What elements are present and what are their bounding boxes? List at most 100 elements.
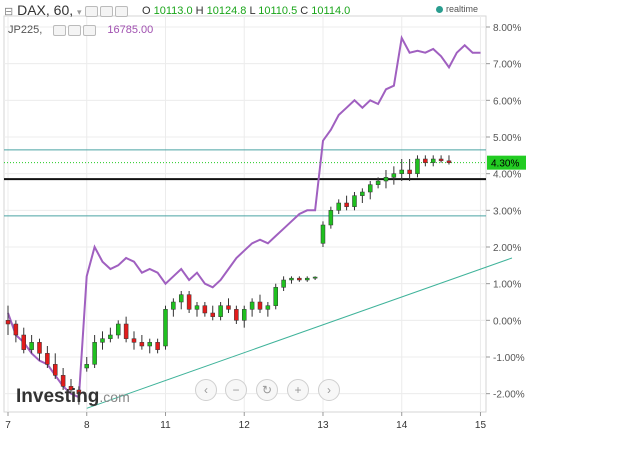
candle-body	[22, 335, 26, 350]
candle-body	[6, 320, 10, 324]
x-tick-label: 14	[396, 420, 408, 431]
zoom-in-button[interactable]: +	[287, 379, 309, 401]
eye-icon[interactable]	[100, 6, 113, 17]
candle-body	[140, 342, 144, 346]
candle-body	[203, 306, 207, 313]
candle-body	[250, 302, 254, 309]
candle-body	[30, 342, 34, 349]
chart-header: ⊟ DAX, 60, ▾	[4, 2, 130, 18]
candle-body	[400, 170, 404, 174]
candle-body	[219, 306, 223, 317]
current-value-label: 4.30%	[491, 159, 519, 170]
y-tick-label: -2.00%	[493, 390, 525, 401]
ohlc-low: 10110.5	[258, 5, 297, 17]
candle-body	[85, 364, 89, 368]
y-tick-label: -1.00%	[493, 353, 525, 364]
ohlc-key-close: C	[300, 5, 308, 17]
x-tick-label: 12	[239, 420, 251, 431]
candle-body	[376, 181, 380, 185]
candle-body	[156, 342, 160, 349]
y-tick-label: 0.00%	[493, 316, 521, 327]
chevron-down-icon[interactable]: ▾	[77, 7, 82, 17]
y-tick-label: 5.00%	[493, 133, 521, 144]
ohlc-readout: O 10113.0 H 10124.8 L 10110.5 C 10114.0	[142, 5, 350, 17]
candle-body	[163, 309, 167, 346]
ohlc-open: 10113.0	[154, 5, 193, 17]
eye-icon[interactable]	[68, 25, 81, 36]
x-tick-label: 15	[475, 420, 487, 431]
candle-body	[329, 210, 333, 225]
compare-value: 16785.00	[107, 24, 153, 36]
close-icon[interactable]	[83, 25, 96, 36]
candle-body	[289, 278, 293, 280]
candle-body	[61, 375, 65, 386]
candle-body	[415, 159, 419, 174]
compare-symbol: JP225,	[8, 24, 42, 36]
x-tick-label: 7	[5, 420, 11, 431]
candle-body	[337, 203, 341, 210]
x-tick-label: 13	[317, 420, 329, 431]
candle-body	[305, 278, 309, 280]
x-tick-label: 11	[160, 420, 171, 431]
candle-body	[274, 287, 278, 305]
y-tick-label: 4.00%	[493, 170, 521, 181]
candle-body	[352, 196, 356, 207]
candle-body	[345, 203, 349, 207]
realtime-label: realtime	[446, 4, 478, 14]
candle-body	[226, 306, 230, 310]
logo-text: Investing	[16, 386, 99, 407]
scroll-right-button[interactable]: ›	[318, 379, 340, 401]
y-tick-label: 6.00%	[493, 96, 521, 107]
y-tick-label: 3.00%	[493, 206, 521, 217]
candle-body	[392, 174, 396, 178]
candle-body	[211, 313, 215, 317]
candle-body	[53, 364, 57, 375]
candle-body	[148, 342, 152, 346]
candle-body	[408, 170, 412, 174]
y-tick-label: 8.00%	[493, 23, 521, 34]
candle-body	[242, 309, 246, 320]
realtime-indicator: realtime	[436, 4, 478, 14]
scroll-left-button[interactable]: ‹	[195, 379, 217, 401]
candle-body	[124, 324, 128, 339]
minus-icon: −	[232, 383, 239, 397]
ohlc-key-low: L	[249, 5, 255, 17]
candle-body	[171, 302, 175, 309]
y-tick-label: 7.00%	[493, 60, 521, 71]
candle-body	[266, 306, 270, 310]
candle-body	[360, 192, 364, 196]
candle-body	[187, 295, 191, 310]
logo-domain: .com	[99, 389, 129, 405]
candle-body	[195, 306, 199, 310]
ohlc-close: 10114.0	[311, 5, 350, 17]
x-tick-label: 8	[84, 420, 90, 431]
ohlc-high: 10124.8	[207, 5, 247, 17]
zoom-out-button[interactable]: −	[225, 379, 247, 401]
candle-body	[37, 342, 41, 353]
investing-logo: Investing.com	[16, 386, 130, 408]
candle-body	[116, 324, 120, 335]
symbol-label: DAX, 60,	[17, 2, 73, 18]
settings-icon[interactable]	[53, 25, 66, 36]
candle-body	[447, 161, 451, 163]
candle-body	[179, 295, 183, 302]
candle-body	[313, 277, 317, 278]
ohlc-key-open: O	[142, 5, 151, 17]
reset-icon: ↻	[262, 383, 272, 397]
candle-body	[439, 159, 443, 161]
realtime-dot-icon	[436, 6, 443, 13]
y-tick-label: 2.00%	[493, 243, 521, 254]
ohlc-key-high: H	[196, 5, 204, 17]
candle-body	[234, 309, 238, 320]
close-icon[interactable]	[115, 6, 128, 17]
reset-button[interactable]: ↻	[256, 379, 278, 401]
candle-body	[93, 342, 97, 364]
y-tick-label: 1.00%	[493, 280, 521, 291]
settings-icon[interactable]	[85, 6, 98, 17]
candle-body	[100, 339, 104, 343]
collapse-icon[interactable]: ⊟	[4, 6, 13, 18]
candle-body	[297, 278, 301, 280]
candle-body	[368, 185, 372, 192]
chevron-left-icon: ‹	[204, 383, 208, 397]
chevron-right-icon: ›	[327, 383, 331, 397]
